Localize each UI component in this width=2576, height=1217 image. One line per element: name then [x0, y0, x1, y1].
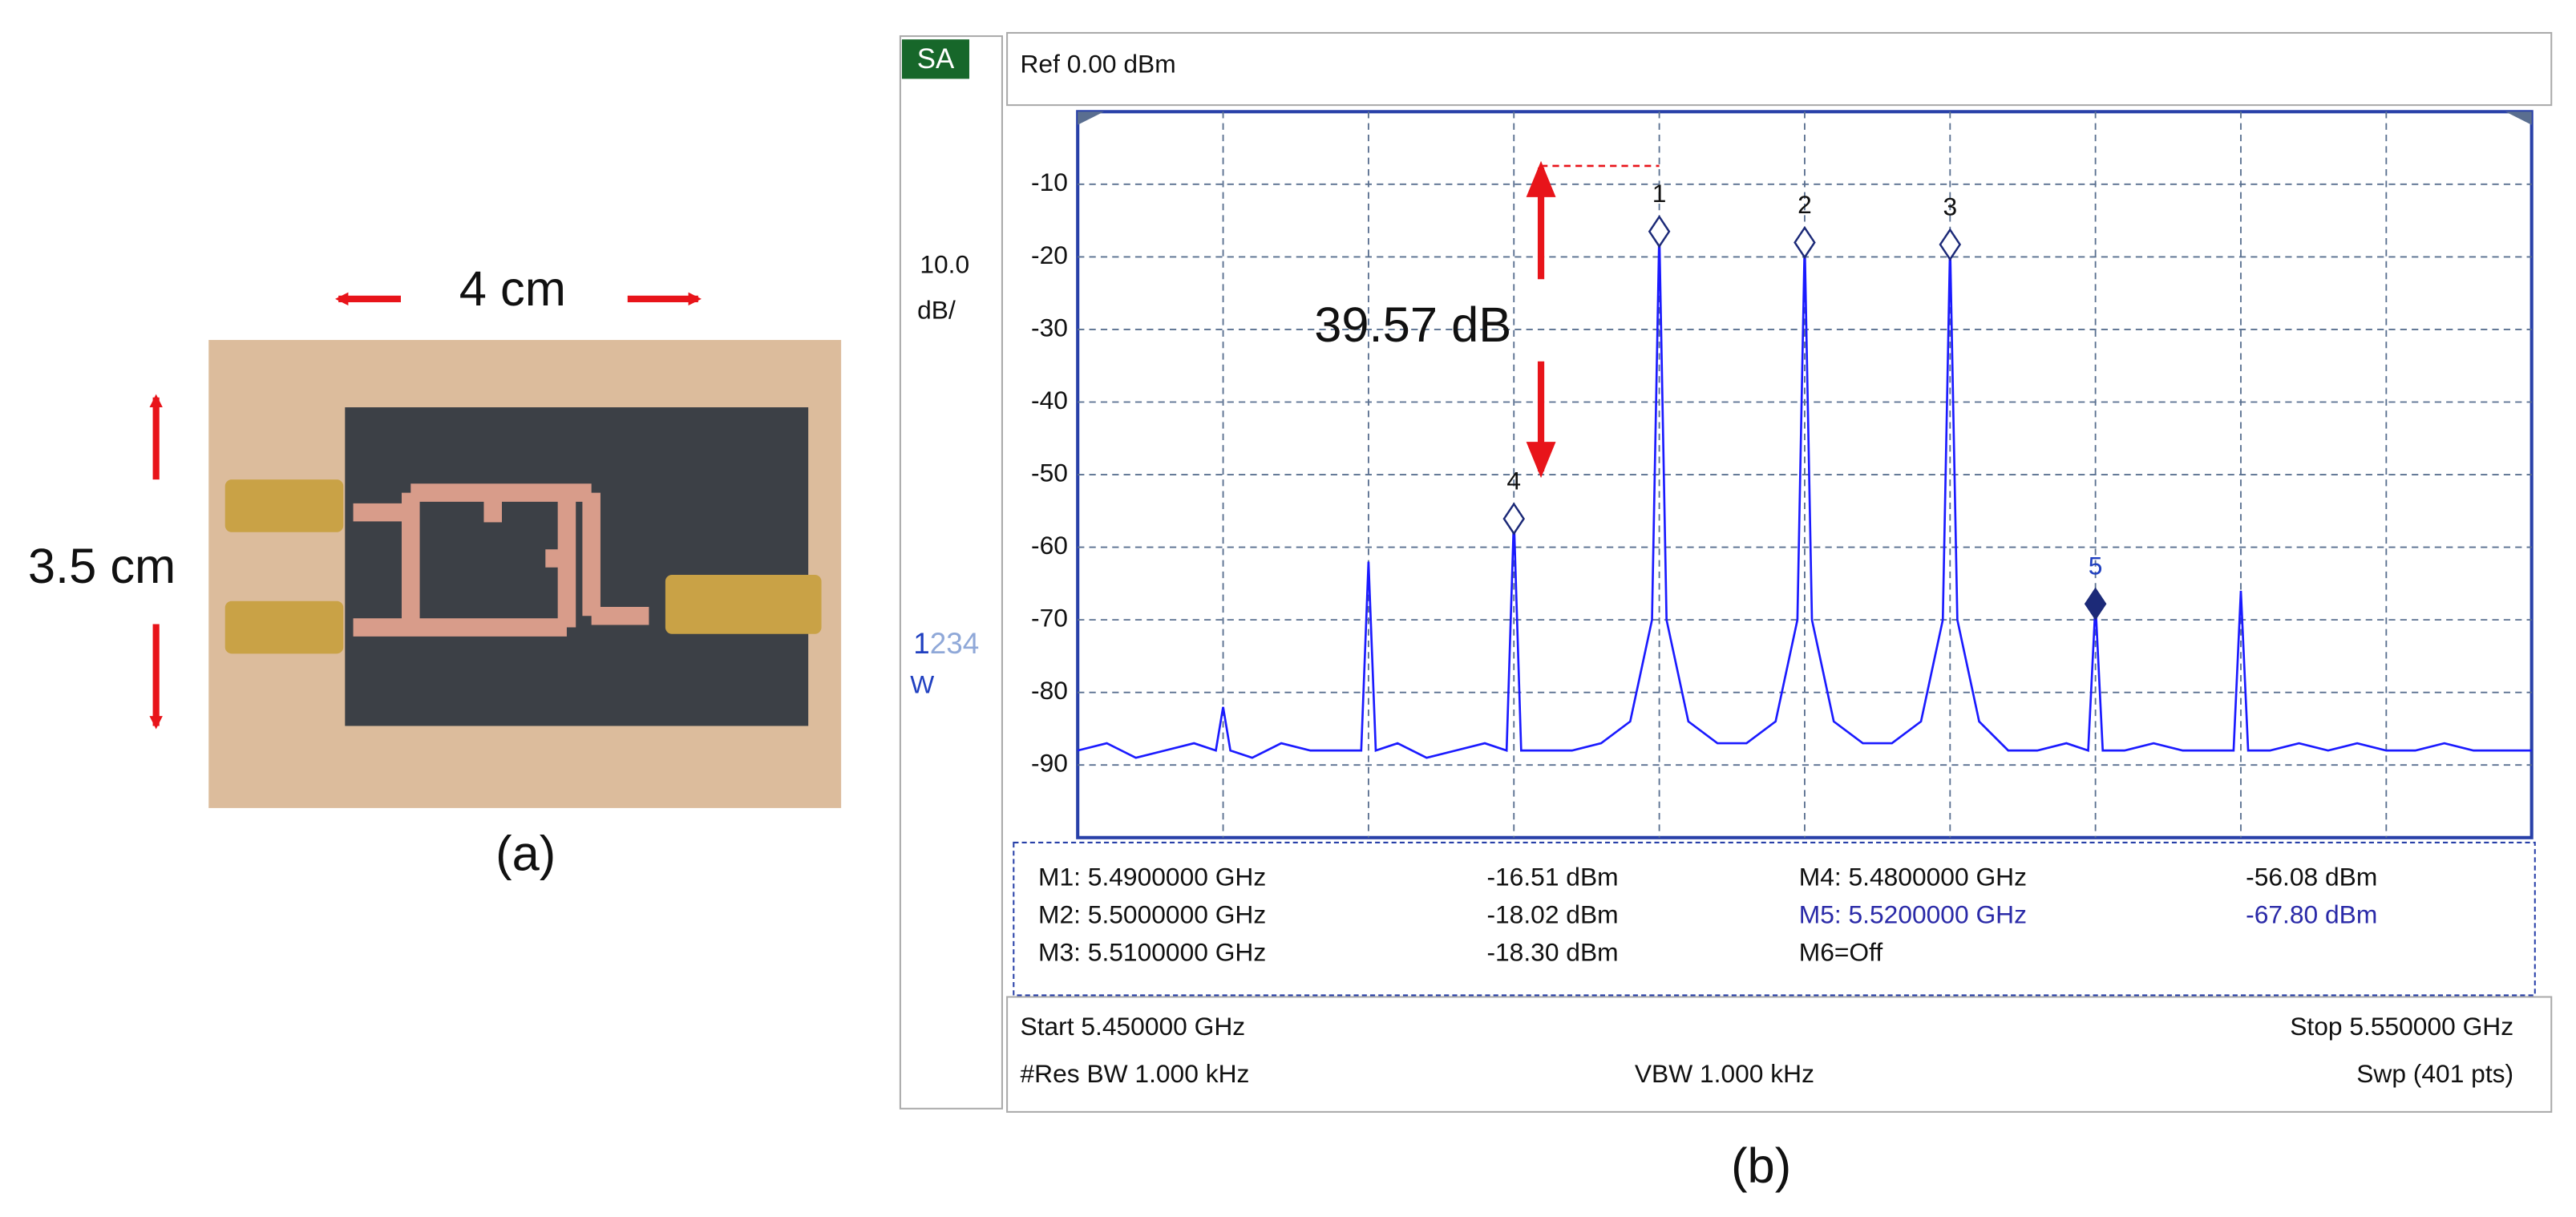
- scale-unit: dB/: [917, 296, 956, 325]
- settings-box: [1006, 996, 2553, 1113]
- height-label: 3.5 cm: [28, 539, 176, 594]
- marker-label: 5: [2089, 552, 2103, 580]
- header-box: [1006, 31, 2553, 107]
- y-tick-label: -40: [1031, 386, 1068, 414]
- marker-table-cell: M3: 5.5100000 GHz: [1038, 938, 1266, 967]
- rbw: #Res BW 1.000 kHz: [1020, 1059, 1249, 1088]
- marker-table-cell: M4: 5.4800000 GHz: [1799, 862, 2027, 891]
- stop: Stop 5.550000 GHz: [2290, 1012, 2513, 1041]
- marker-table-cell: -18.30 dBm: [1486, 938, 1618, 967]
- marker-table-box: [1013, 841, 2536, 997]
- connector: [224, 479, 344, 532]
- marker: [1793, 225, 1816, 260]
- pcb-gap: [440, 522, 546, 604]
- connector: [224, 600, 344, 654]
- y-tick-label: -50: [1031, 458, 1068, 487]
- analyzer: SA 10.0 dB/ 1234 W Ref 0.00 dBm M1: 5.49…: [899, 31, 2553, 1194]
- vbw: VBW 1.000 kHz: [1635, 1059, 1814, 1088]
- y-tick-label: -70: [1031, 604, 1068, 633]
- side-panel: [899, 35, 1003, 1110]
- width-label: 4 cm: [459, 261, 566, 317]
- marker: [1939, 228, 1962, 261]
- mode: SA: [917, 43, 955, 75]
- connector: [665, 575, 822, 634]
- reference: Ref 0.00 dBm: [1020, 49, 1175, 78]
- marker-table-cell: -18.02 dBm: [1486, 900, 1618, 929]
- trace: [1077, 231, 2532, 759]
- marker-table-cell: -56.08 dBm: [2246, 862, 2377, 891]
- y-tick-label: -90: [1031, 749, 1068, 778]
- y-tick-label: -80: [1031, 676, 1068, 705]
- marker: [2084, 587, 2107, 621]
- marker-table-cell: M5: 5.5200000 GHz: [1799, 900, 2027, 929]
- marker-table-cell: M1: 5.4900000 GHz: [1038, 862, 1266, 891]
- marker-label: 3: [1943, 192, 1957, 220]
- photo: 4 cm 3.5 cm (a): [28, 261, 842, 882]
- pcb-board: [345, 407, 809, 726]
- y-tick-label: -10: [1031, 168, 1068, 196]
- start: Start 5.450000 GHz: [1020, 1012, 1245, 1041]
- marker-label: 2: [1798, 190, 1812, 219]
- plot: -10 -20 -30 -40 -50 -60 -70 -80 -90 1 2 3 4 5 39.57 dB: [1031, 111, 2532, 838]
- marker-table-cell: M2: 5.5000000 GHz: [1038, 900, 1266, 929]
- marker-table: M1: 5.4900000 GHz -16.51 dBm M4: 5.4800000…: [1013, 841, 2536, 997]
- marker: [1502, 502, 1526, 536]
- marker: [1648, 215, 1671, 249]
- trace-mode: W: [910, 670, 934, 699]
- annotation: 39.57 dB: [1314, 297, 1511, 353]
- trace-active: 1: [913, 627, 930, 660]
- trace-indicator: 1234: [913, 627, 979, 660]
- caption: (b): [1731, 1138, 1791, 1194]
- marker-table-cell: -67.80 dBm: [2246, 900, 2377, 929]
- sweep: Swp (401 pts): [2356, 1059, 2513, 1088]
- mode-badge: [901, 39, 969, 79]
- marker-label: 4: [1506, 466, 1521, 495]
- y-tick-label: -20: [1031, 241, 1068, 269]
- marker-table-cell: -16.51 dBm: [1486, 862, 1618, 891]
- caption: (a): [495, 827, 556, 882]
- traces-other: 234: [930, 627, 980, 660]
- y-tick-label: -60: [1031, 531, 1068, 560]
- marker-table-cell: M6=Off: [1799, 938, 1883, 967]
- marker-label: 1: [1652, 179, 1667, 208]
- y-tick-label: -30: [1031, 313, 1068, 342]
- scale: 10.0: [920, 249, 969, 278]
